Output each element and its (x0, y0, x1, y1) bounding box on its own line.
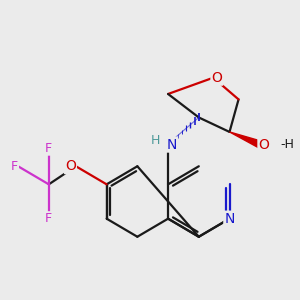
Text: -H: -H (280, 138, 294, 151)
Text: N: N (167, 138, 177, 152)
Polygon shape (230, 132, 262, 148)
Text: F: F (45, 142, 52, 155)
Text: O: O (258, 138, 269, 152)
Text: H: H (151, 134, 160, 147)
Text: N: N (224, 212, 235, 226)
Text: O: O (65, 159, 76, 173)
Text: F: F (11, 160, 18, 173)
Text: O: O (212, 71, 222, 85)
Text: F: F (45, 212, 52, 225)
